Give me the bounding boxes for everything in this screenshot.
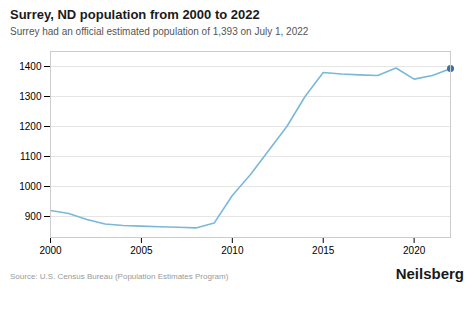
html-text:Surrey, ND population from 200: Surrey, ND population from 2000 to 2022 bbox=[10, 7, 260, 22]
svg-text:2010: 2010 bbox=[221, 245, 244, 256]
svg-text:2020: 2020 bbox=[403, 245, 426, 256]
svg-text:2015: 2015 bbox=[312, 245, 335, 256]
svg-text:1400: 1400 bbox=[19, 61, 42, 72]
svg-text:1100: 1100 bbox=[20, 151, 42, 162]
svg-text:2005: 2005 bbox=[130, 245, 153, 256]
svg-text:1000: 1000 bbox=[19, 181, 42, 192]
html-text:Neilsberg: Neilsberg bbox=[395, 265, 464, 282]
svg-text:2000: 2000 bbox=[39, 245, 62, 256]
html-text:Surrey had an official estimat: Surrey had an official estimated populat… bbox=[10, 26, 309, 37]
svg-text:1300: 1300 bbox=[19, 91, 42, 102]
svg-text:900: 900 bbox=[25, 211, 42, 222]
html-text:Source: U.S. Census Bureau (Po: Source: U.S. Census Bureau (Population E… bbox=[10, 272, 229, 281]
svg-text:1200: 1200 bbox=[19, 121, 42, 132]
